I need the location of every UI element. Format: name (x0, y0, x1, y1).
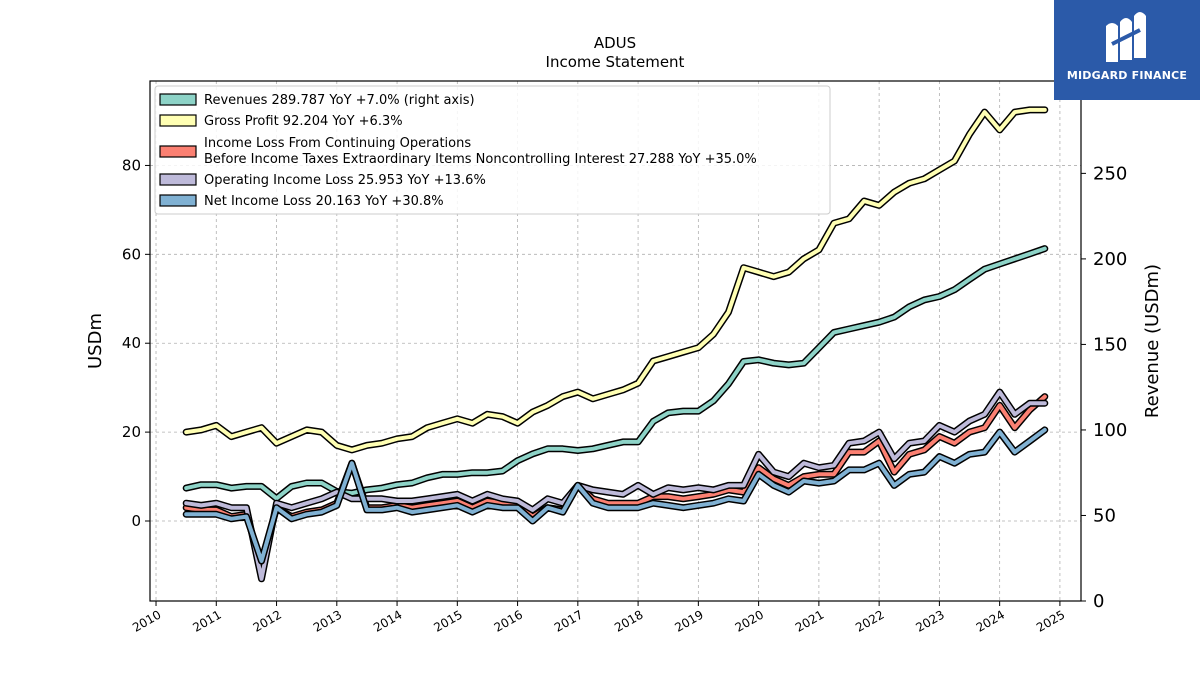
right-tick-label: 200 (1093, 249, 1127, 270)
legend-swatch-net-income (159, 194, 197, 207)
series-gross-profit (182, 106, 1049, 454)
series-operating-income-loss (182, 388, 1049, 583)
right-axis: 0 50 100 150 200 250 (1081, 163, 1127, 612)
right-tick-label: 50 (1093, 505, 1116, 526)
legend-label-pretax-income-line1: Income Loss From Continuing Operations (204, 136, 471, 151)
series-net-income-loss (182, 426, 1049, 565)
series-line (184, 427, 1047, 563)
right-tick-label: 0 (1093, 591, 1104, 612)
x-tick-label: 2016 (492, 607, 525, 634)
x-tick-label: 2017 (552, 607, 585, 634)
series-line (184, 246, 1047, 501)
x-axis: 2010 2011 2012 2013 2014 2015 2016 2017 2018 2019… (130, 601, 1067, 635)
legend-swatch-revenues (159, 93, 197, 106)
legend-box (154, 85, 831, 215)
left-axis-label: USDm (85, 313, 106, 369)
logo-text: MIDGARD FINANCE (1066, 69, 1188, 82)
plot-frame (149, 80, 1082, 602)
x-tick-label: 2014 (371, 607, 404, 634)
x-tick-label: 2023 (913, 607, 946, 634)
left-tick-label: 0 (131, 512, 141, 530)
brand-logo: MIDGARD FINANCE (1054, 0, 1200, 100)
series-revenues (182, 245, 1049, 502)
x-tick-label: 2022 (853, 607, 886, 634)
left-axis: 0 20 40 60 80 (122, 156, 150, 530)
x-tick-label: 2020 (733, 607, 766, 634)
series-outline (182, 245, 1049, 502)
left-tick-label: 60 (122, 245, 141, 263)
logo-mark-icon (1106, 12, 1146, 62)
chart-subtitle: Income Statement (546, 53, 685, 71)
series-line (184, 107, 1047, 452)
x-tick-label: 2021 (793, 607, 826, 634)
legend: Revenues 289.787 YoY +7.0% (right axis) … (154, 85, 831, 215)
x-tick-label: 2011 (190, 607, 223, 634)
left-tick-label: 40 (122, 334, 141, 352)
right-axis-label: Revenue (USDm) (1142, 264, 1163, 418)
x-tick-label: 2012 (251, 607, 284, 634)
x-tick-label: 2025 (1034, 607, 1067, 634)
left-tick-label: 20 (122, 423, 141, 441)
x-tick-label: 2010 (130, 607, 163, 634)
legend-swatch-operating-income (159, 173, 197, 186)
legend-label-gross-profit: Gross Profit 92.204 YoY +6.3% (204, 114, 403, 129)
x-tick-label: 2019 (672, 607, 705, 634)
left-tick-label: 80 (122, 156, 141, 174)
chart-title: ADUS (594, 34, 636, 52)
legend-label-net-income: Net Income Loss 20.163 YoY +30.8% (204, 194, 444, 209)
grid-lines (150, 81, 1081, 601)
x-tick-label: 2024 (974, 607, 1007, 634)
right-tick-label: 250 (1093, 163, 1127, 184)
x-tick-label: 2015 (431, 607, 464, 634)
x-tick-label: 2013 (311, 607, 344, 634)
legend-swatch-gross-profit (159, 114, 197, 127)
right-tick-label: 150 (1093, 334, 1127, 355)
series-line (184, 390, 1047, 581)
right-tick-label: 100 (1093, 420, 1127, 441)
legend-swatch-pretax-income (159, 145, 197, 158)
legend-label-operating-income: Operating Income Loss 25.953 YoY +13.6% (204, 173, 486, 188)
legend-label-pretax-income-line2: Before Income Taxes Extraordinary Items … (204, 152, 757, 167)
series-layer (182, 106, 1049, 583)
legend-label-revenues: Revenues 289.787 YoY +7.0% (right axis) (204, 93, 475, 108)
x-tick-label: 2018 (612, 607, 645, 634)
